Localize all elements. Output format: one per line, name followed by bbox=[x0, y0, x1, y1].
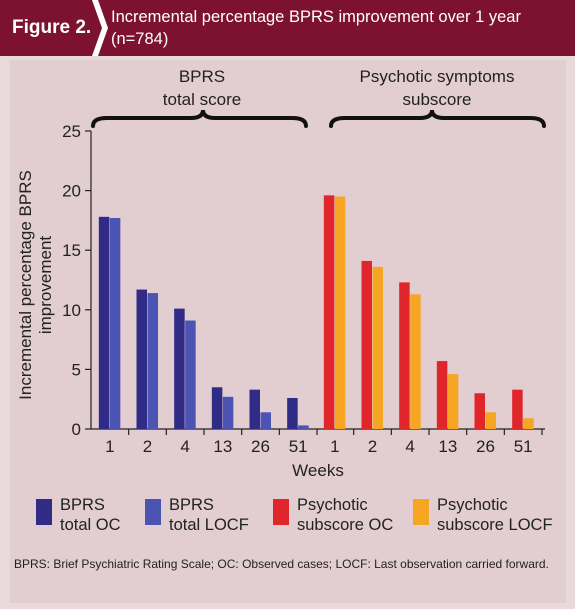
group-label: total score bbox=[163, 90, 241, 109]
bar bbox=[399, 282, 410, 429]
bar bbox=[147, 293, 158, 429]
bar bbox=[222, 396, 234, 429]
y-axis-label: Incremental percentage BPRS bbox=[16, 170, 35, 400]
figure-tab: Figure 2. bbox=[0, 0, 92, 56]
y-tick-label: 20 bbox=[62, 182, 81, 201]
bar bbox=[372, 266, 383, 429]
y-tick-label: 15 bbox=[62, 241, 81, 260]
bar bbox=[298, 425, 309, 429]
legend-label: Psychotic subscore OC bbox=[297, 496, 394, 534]
y-axis-label: improvement bbox=[36, 236, 55, 335]
y-tick-label: 5 bbox=[72, 360, 81, 379]
legend-swatch bbox=[413, 499, 429, 525]
y-tick-label: 25 bbox=[62, 122, 81, 141]
legend-swatch bbox=[36, 499, 52, 525]
bar bbox=[523, 418, 534, 429]
group-label: BPRS bbox=[179, 67, 225, 86]
bar-chart: 0 5 10 15 20 25 Incremental percentage BPRS imp… bbox=[16, 67, 546, 480]
x-tick-label: 4 bbox=[405, 437, 414, 456]
bar bbox=[136, 289, 147, 429]
bar bbox=[249, 389, 260, 429]
x-tick-label: 26 bbox=[476, 437, 495, 456]
legend-swatch bbox=[273, 499, 289, 525]
bar bbox=[512, 389, 523, 429]
group-brace bbox=[91, 109, 308, 128]
legend-swatch bbox=[145, 499, 161, 525]
bar bbox=[174, 308, 185, 429]
bar bbox=[323, 195, 335, 429]
bar bbox=[410, 294, 421, 429]
bar bbox=[287, 398, 298, 429]
x-tick-label: 51 bbox=[514, 437, 533, 456]
x-tick-label: 13 bbox=[438, 437, 457, 456]
group-label: subscore bbox=[403, 90, 472, 109]
bar bbox=[447, 374, 459, 429]
x-tick-label: 2 bbox=[368, 437, 377, 456]
y-tick-label: 10 bbox=[62, 301, 81, 320]
bar bbox=[436, 361, 448, 429]
x-tick-label: 13 bbox=[213, 437, 232, 456]
bar bbox=[474, 393, 485, 429]
legend-label: BPRS total OC bbox=[60, 496, 121, 534]
x-tick-label: 4 bbox=[180, 437, 189, 456]
legend-label: BPRS total LOCF bbox=[169, 496, 249, 534]
group-brace bbox=[329, 109, 546, 128]
bar bbox=[485, 412, 496, 429]
bar bbox=[109, 218, 121, 429]
bar bbox=[361, 260, 372, 429]
bar bbox=[211, 387, 223, 429]
legend-label: Psychotic subscore LOCF bbox=[437, 496, 553, 534]
x-tick-label: 1 bbox=[330, 437, 339, 456]
bar bbox=[98, 216, 110, 429]
x-tick-label: 1 bbox=[105, 437, 114, 456]
x-tick-label: 2 bbox=[143, 437, 152, 456]
bar bbox=[260, 412, 271, 429]
figure-title: Incremental percentage BPRS improvement … bbox=[111, 8, 521, 48]
x-axis-label: Weeks bbox=[292, 461, 344, 480]
group-label: Psychotic symptoms bbox=[360, 67, 515, 86]
x-tick-label: 26 bbox=[251, 437, 270, 456]
y-tick-label: 0 bbox=[72, 420, 81, 439]
x-tick-label: 51 bbox=[289, 437, 308, 456]
figure-label: Figure 2. bbox=[12, 17, 92, 38]
chevron-icon bbox=[92, 0, 108, 56]
bar bbox=[334, 196, 346, 429]
bar bbox=[185, 320, 196, 429]
footnote: BPRS: Brief Psychiatric Rating Scale; OC… bbox=[14, 557, 549, 571]
